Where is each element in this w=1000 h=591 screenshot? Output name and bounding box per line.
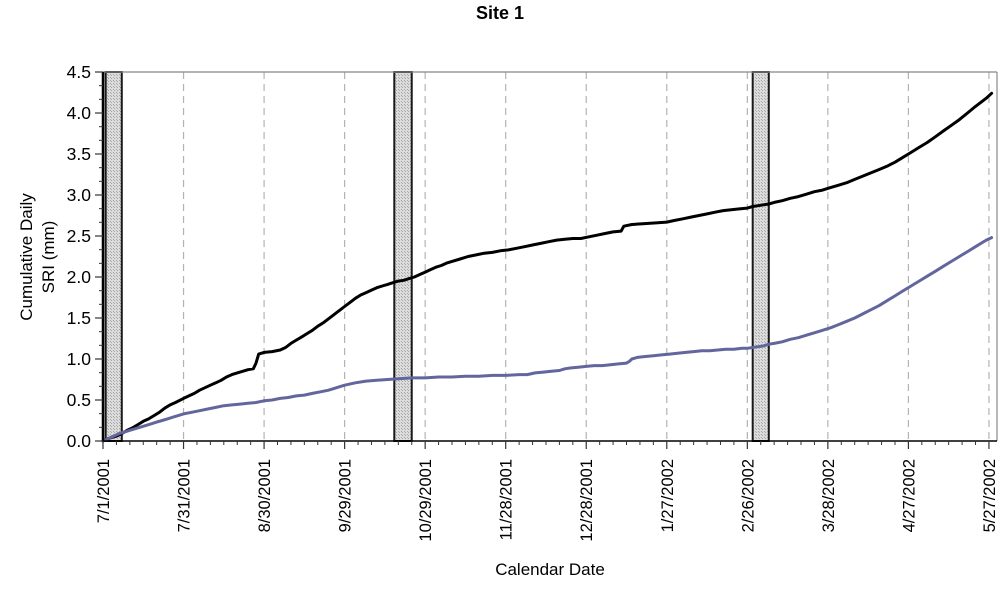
x-tick-label: 7/1/2001 — [95, 459, 113, 523]
x-tick-label: 12/28/2001 — [578, 459, 596, 542]
x-tick-label: 10/29/2001 — [417, 459, 435, 542]
chart-title: Site 1 — [475, 3, 525, 23]
x-axis-title: Calendar Date — [495, 560, 605, 579]
x-tick-label: 5/27/2002 — [981, 459, 999, 532]
shaded-period-3 — [751, 71, 770, 442]
series-line-lower-blue-series — [101, 236, 994, 443]
y-tick-label: 3.5 — [67, 144, 91, 164]
y-tick-label: 2.0 — [67, 267, 92, 287]
y-axis-title: Cumulative Daily SRI (mm) — [16, 67, 60, 447]
x-tick-label: 3/28/2002 — [820, 459, 838, 532]
y-axis-title-line1: Cumulative Daily — [17, 193, 36, 321]
x-tick-label: 11/28/2001 — [498, 459, 516, 540]
y-tick-label: 4.5 — [67, 62, 91, 82]
shaded-period-2 — [393, 71, 413, 442]
x-tick-label: 8/30/2001 — [256, 459, 274, 532]
y-tick-label: 4.0 — [67, 103, 92, 123]
x-tick-label: 1/27/2002 — [659, 459, 677, 532]
x-tick-label: 2/26/2002 — [739, 459, 757, 532]
x-tick-label: 7/31/2001 — [176, 459, 194, 532]
series-line-upper-black-series — [101, 91, 994, 443]
x-tick-label: 4/27/2002 — [900, 459, 918, 532]
y-tick-label: 3.0 — [67, 185, 92, 205]
y-tick-label: 0.5 — [67, 390, 91, 410]
y-tick-label: 1.0 — [67, 349, 92, 369]
y-axis-title-line2: SRI (mm) — [39, 220, 58, 294]
shaded-period-1 — [104, 71, 123, 442]
y-tick-label: 1.5 — [67, 308, 91, 328]
y-tick-label: 2.5 — [67, 226, 91, 246]
x-tick-label: 9/29/2001 — [337, 459, 355, 532]
y-tick-label: 0.0 — [67, 431, 92, 451]
